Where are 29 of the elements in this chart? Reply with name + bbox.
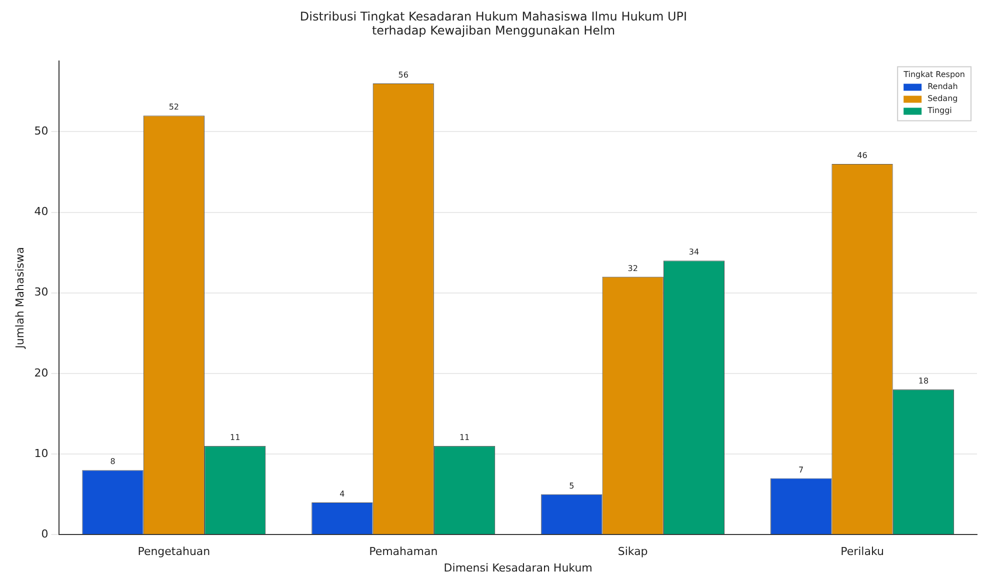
y-tick-label: 50: [34, 124, 48, 138]
y-axis-title: Jumlah Mahasiswa: [13, 246, 26, 350]
data-label: 4: [340, 489, 345, 498]
x-tick-label: Pemahaman: [369, 545, 438, 558]
data-label: 11: [230, 433, 240, 442]
y-tick-label: 0: [41, 527, 48, 540]
data-label: 8: [110, 457, 116, 466]
chart-title: Distribusi Tingkat Kesadaran Hukum Mahasiswa Ilmu Hukum UPI terhadap Kewajiban Menggunakan Helm: [300, 9, 688, 38]
data-label: 5: [569, 481, 574, 490]
data-label: 32: [628, 264, 638, 273]
y-tick-label: 10: [34, 446, 48, 460]
y-tick-label: 20: [34, 366, 48, 380]
data-label: 34: [688, 248, 700, 257]
x-tick-label: Perilaku: [840, 545, 884, 558]
legend-label: Sedang: [928, 94, 958, 103]
data-label: 46: [857, 151, 868, 160]
y-tick-label: 30: [34, 286, 48, 299]
data-label: 11: [459, 433, 470, 442]
x-tick-label: Sikap: [618, 545, 648, 558]
legend-label: Rendah: [928, 82, 958, 91]
x-axis-title: Dimensi Kesadaran Hukum: [444, 561, 592, 574]
y-tick-label: 40: [34, 205, 48, 218]
legend-label: Tinggi: [926, 106, 952, 115]
data-label: 18: [918, 376, 929, 386]
data-label: 56: [398, 70, 408, 80]
data-label: 7: [798, 465, 804, 474]
x-tick-label: Pengetahuan: [138, 545, 210, 558]
legend-title: Tingkat Respon: [902, 70, 965, 79]
data-label: 52: [168, 102, 180, 112]
